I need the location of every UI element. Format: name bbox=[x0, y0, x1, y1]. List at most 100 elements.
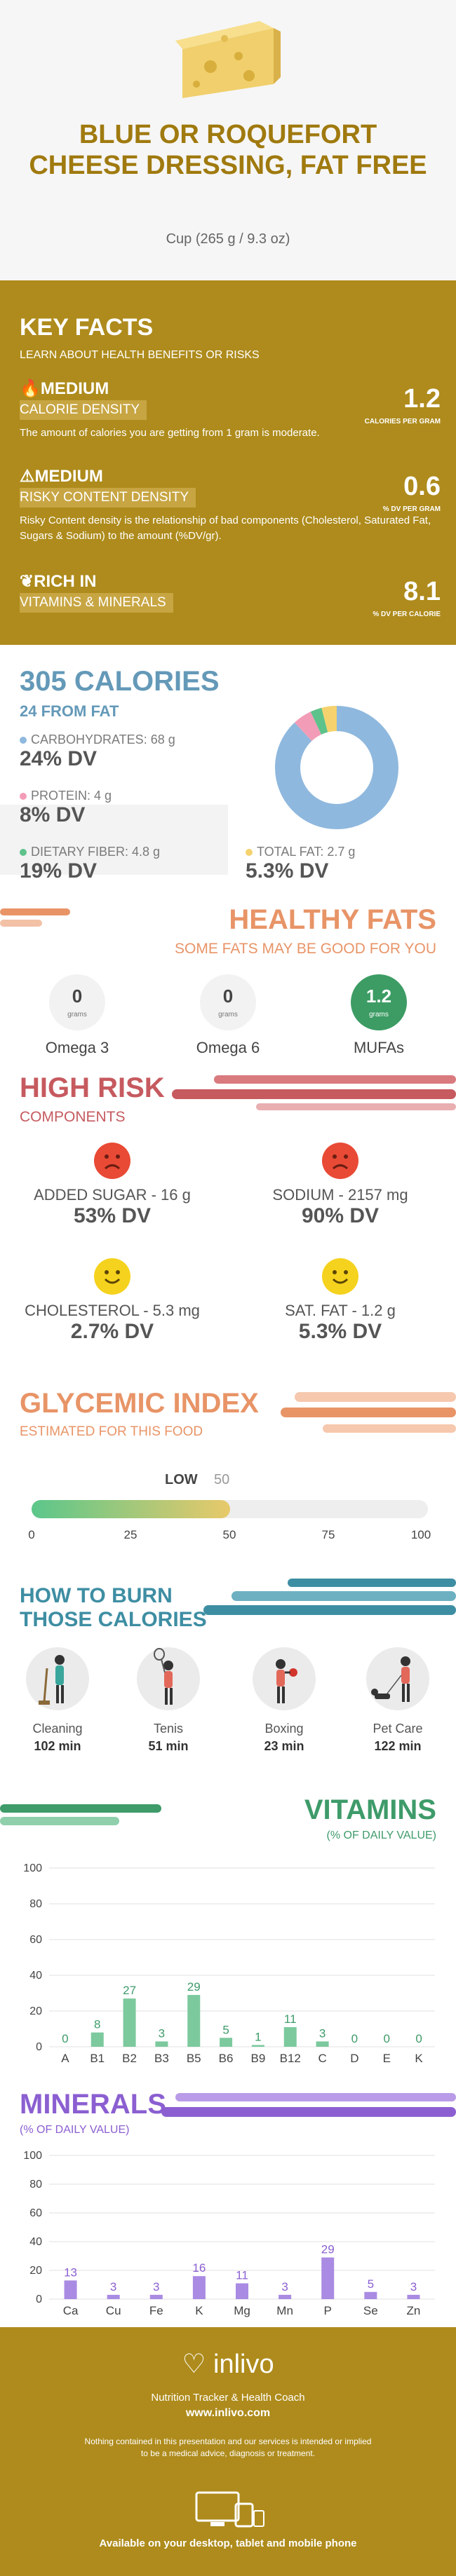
bar-K bbox=[192, 2276, 206, 2299]
mufas-value: 1.2 bbox=[366, 986, 392, 1007]
bar-Cu bbox=[107, 2294, 120, 2299]
devices-icon bbox=[195, 2491, 264, 2528]
bar-value-label: 27 bbox=[123, 1984, 136, 1997]
bar-C bbox=[316, 2041, 329, 2047]
brand-url[interactable]: www.inlivo.com bbox=[185, 2407, 271, 2419]
tennis-icon bbox=[137, 1647, 200, 1710]
fact-name: VITAMINS & MINERALS bbox=[20, 593, 173, 613]
fat-label: TOTAL FAT: 2.7 g bbox=[257, 845, 356, 859]
fiber-stat: DIETARY FIBER: 4.8 g 19% DV bbox=[20, 845, 160, 883]
vitamins-subtitle: (% OF DAILY VALUE) bbox=[326, 1829, 436, 1841]
y-tick-label: 100 bbox=[23, 2150, 42, 2162]
bar-value-label: 0 bbox=[351, 2032, 358, 2045]
x-tick-label: K bbox=[415, 2052, 423, 2065]
bar-value-label: 5 bbox=[222, 2023, 229, 2036]
bar-value-label: 3 bbox=[153, 2280, 159, 2294]
carbs-label: CARBOHYDRATES: 68 g bbox=[31, 732, 175, 747]
y-tick-label: 0 bbox=[36, 2294, 42, 2305]
donut-slice-carbs bbox=[275, 706, 398, 829]
high-risk-subtitle: COMPONENTS bbox=[20, 1109, 126, 1125]
bar-value-label: 8 bbox=[94, 2018, 100, 2031]
calories-from-fat: 24 FROM FAT bbox=[20, 702, 119, 720]
glycemic-tick: 25 bbox=[123, 1528, 138, 1541]
fiber-dot bbox=[20, 849, 27, 856]
bar-B9 bbox=[251, 2045, 264, 2047]
added-sugar-stat: ADDED SUGAR - 16 g 53% DV bbox=[7, 1143, 217, 1228]
healthy-fats-section: HEALTHY FATS SOME FATS MAY BE GOOD FOR Y… bbox=[0, 890, 456, 1065]
vitamins-section: VITAMINS (% OF DAILY VALUE) 0 20 40 60 80 100… bbox=[0, 1794, 456, 2075]
activity-cleaning: Cleaning 102 min bbox=[8, 1647, 107, 1754]
glycemic-index-section: GLYCEMIC INDEX ESTIMATED FOR THIS FOOD L… bbox=[0, 1360, 456, 1556]
bar-value-label: 13 bbox=[64, 2265, 77, 2279]
x-tick-label: B9 bbox=[251, 2052, 266, 2065]
bar-Fe bbox=[149, 2294, 163, 2299]
warning-icon: ⚠ bbox=[20, 467, 35, 486]
y-tick-label: 60 bbox=[29, 2207, 42, 2219]
bar-Se bbox=[364, 2291, 377, 2299]
fact-value: 0.6 bbox=[403, 472, 441, 501]
omega3-circle: 0 grams bbox=[49, 974, 105, 1030]
x-tick-label: B2 bbox=[122, 2052, 137, 2065]
sodium-label: SODIUM - 2157 mg bbox=[272, 1186, 408, 1204]
carbs-dot bbox=[20, 737, 27, 744]
unit-label: grams bbox=[218, 1011, 238, 1018]
bar-value-label: 3 bbox=[110, 2280, 116, 2294]
bar-value-label: 3 bbox=[281, 2280, 288, 2294]
protein-dot bbox=[20, 793, 27, 800]
x-tick-label: Se bbox=[363, 2304, 378, 2317]
bar-value-label: 3 bbox=[159, 2026, 165, 2040]
activity-minutes: 102 min bbox=[34, 1739, 81, 1753]
bar-B6 bbox=[220, 2038, 233, 2047]
healthy-fats-subtitle: SOME FATS MAY BE GOOD FOR YOU bbox=[174, 941, 436, 957]
leaf-icon: ❦ bbox=[20, 572, 34, 591]
minerals-section: MINERALS (% OF DAILY VALUE) 0 20 40 60 80 100… bbox=[0, 2075, 456, 2327]
brand-tagline: Nutrition Tracker & Health Coach bbox=[151, 2392, 305, 2404]
x-tick-label: B1 bbox=[90, 2052, 105, 2065]
glycemic-title: GLYCEMIC INDEX bbox=[20, 1388, 259, 1419]
y-tick-label: 20 bbox=[29, 2005, 42, 2017]
y-tick-label: 40 bbox=[29, 2236, 42, 2248]
minerals-title: MINERALS bbox=[20, 2089, 166, 2120]
x-tick-label: Mn bbox=[276, 2304, 293, 2317]
x-tick-label: B3 bbox=[154, 2052, 169, 2065]
activity-minutes: 122 min bbox=[374, 1739, 422, 1753]
heart-icon: ♡ bbox=[182, 2350, 206, 2379]
activity-name: Pet Care bbox=[373, 1722, 423, 1736]
footer-section: ♡ inlivo Nutrition Tracker & Health Coac… bbox=[0, 2327, 456, 2576]
fact-level: RICH IN bbox=[34, 572, 97, 591]
vitamins-bar-chart: 0 20 40 60 80 100 0 A 8 B1 27 B2 3 B3 29 B5 5 B6 1 B9 11 B12 3… bbox=[23, 1862, 435, 2065]
x-tick-label: Mg bbox=[234, 2304, 250, 2317]
header-section: BLUE OR ROQUEFORT CHEESE DRESSING, FAT F… bbox=[0, 0, 456, 280]
high-risk-title: HIGH RISK bbox=[20, 1072, 165, 1103]
x-tick-label: Cu bbox=[106, 2304, 121, 2317]
fact-unit: % DV PER CALORIE bbox=[373, 611, 441, 618]
bar-value-label: 11 bbox=[284, 2012, 297, 2026]
broom-icon bbox=[26, 1647, 89, 1710]
burn-title: HOW TO BURN THOSE CALORIES bbox=[20, 1584, 207, 1632]
omega6-stat: 0 grams Omega 6 bbox=[172, 974, 284, 1057]
fact-value: 8.1 bbox=[403, 577, 441, 606]
glycemic-track bbox=[32, 1500, 428, 1518]
sat-fat-label: SAT. FAT - 1.2 g bbox=[285, 1302, 396, 1319]
y-tick-label: 80 bbox=[29, 2179, 42, 2190]
burn-calories-section: HOW TO BURN THOSE CALORIES Cleaning 102 … bbox=[0, 1556, 456, 1794]
fact-level: MEDIUM bbox=[34, 467, 103, 486]
y-tick-label: 20 bbox=[29, 2265, 42, 2277]
x-tick-label: B5 bbox=[187, 2052, 201, 2065]
bar-Mg bbox=[236, 2283, 248, 2299]
decorative-stripes bbox=[172, 1075, 456, 1110]
x-tick-label: E bbox=[383, 2052, 391, 2065]
activity-pet-care: Pet Care 122 min bbox=[349, 1647, 447, 1754]
y-tick-label: 60 bbox=[29, 1934, 42, 1946]
sad-face-icon bbox=[94, 1143, 130, 1179]
x-tick-label: Fe bbox=[149, 2304, 163, 2317]
bar-B12 bbox=[283, 2026, 297, 2047]
x-tick-label: P bbox=[324, 2304, 332, 2317]
unit-label: grams bbox=[67, 1011, 87, 1018]
bar-value-label: 29 bbox=[321, 2243, 335, 2256]
bar-Ca bbox=[64, 2280, 77, 2299]
high-risk-section: HIGH RISK COMPONENTS ADDED SUGAR - 16 g … bbox=[0, 1065, 456, 1360]
fact-level: MEDIUM bbox=[40, 379, 109, 398]
sodium-stat: SODIUM - 2157 mg 90% DV bbox=[235, 1143, 445, 1228]
omega3-label: Omega 3 bbox=[45, 1039, 109, 1056]
